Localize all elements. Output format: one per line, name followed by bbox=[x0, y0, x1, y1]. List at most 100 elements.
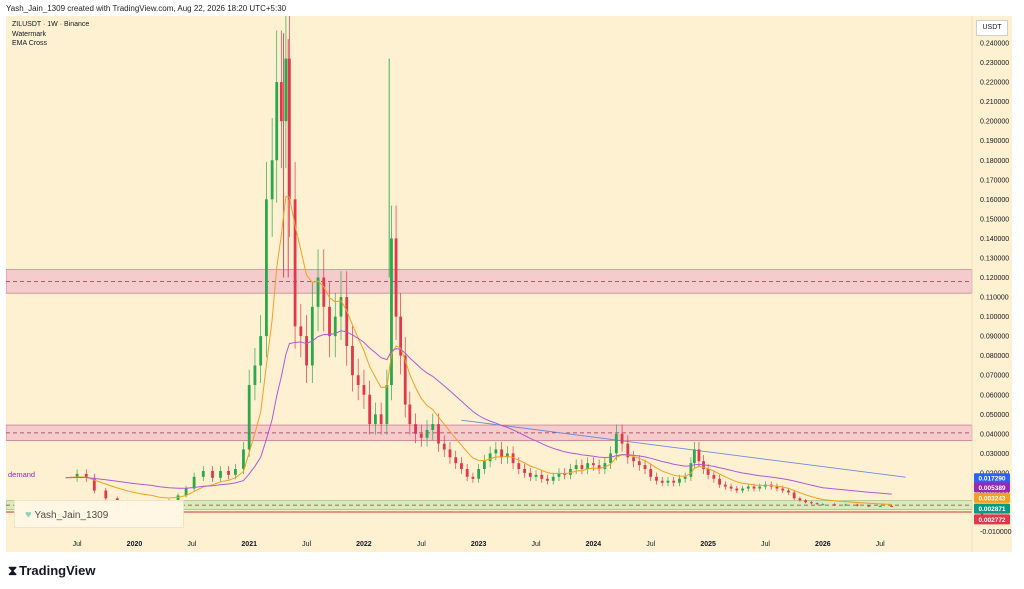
candle-body bbox=[878, 505, 882, 507]
candle-body bbox=[804, 500, 808, 503]
candle-body bbox=[419, 433, 423, 438]
candle-body bbox=[534, 474, 538, 477]
candle-body bbox=[775, 486, 779, 489]
candle-body bbox=[115, 498, 119, 502]
candle-body bbox=[580, 465, 584, 470]
candle-body bbox=[333, 316, 337, 337]
tv-logo-icon: ⧗ bbox=[8, 563, 17, 578]
candle-body bbox=[471, 476, 475, 479]
candle-body bbox=[488, 453, 492, 462]
price-tick-label: 0.090000 bbox=[980, 334, 1009, 341]
price-tick-label: 0.160000 bbox=[980, 197, 1009, 204]
price-labels: 0.017290 0.005389 0.003243 0.002871 0.002772 bbox=[974, 473, 1010, 525]
candle-body bbox=[890, 505, 894, 507]
price-tick-label: 0.040000 bbox=[980, 431, 1009, 438]
candle-body bbox=[442, 443, 446, 450]
tradingview-logo[interactable]: ⧗ TradingView bbox=[8, 563, 95, 579]
time-tick-label: Jul bbox=[73, 541, 82, 548]
candle-body bbox=[666, 480, 670, 483]
candle-body bbox=[403, 355, 407, 405]
candle-body bbox=[712, 474, 716, 479]
candle-body bbox=[528, 472, 532, 477]
brand-name: TradingView bbox=[19, 563, 96, 578]
candle-body bbox=[322, 277, 326, 307]
price-chart[interactable]: 0.240000 0.230000 0.220000 0.210000 0.200000… bbox=[5, 4, 1012, 552]
price-tick-label: 0.070000 bbox=[980, 373, 1009, 380]
candle-body bbox=[832, 504, 836, 506]
candle-body bbox=[339, 297, 343, 317]
price-tick-label: 0.180000 bbox=[980, 158, 1009, 165]
price-tick-label: 0.170000 bbox=[980, 177, 1009, 184]
candle-body bbox=[414, 424, 417, 434]
candle-body bbox=[758, 486, 762, 489]
legend-ema-cross[interactable]: EMA Cross bbox=[12, 40, 48, 47]
price-tick-label: 0.060000 bbox=[980, 392, 1009, 399]
candle-body bbox=[672, 480, 676, 483]
candle-body bbox=[431, 424, 435, 430]
candle-body bbox=[655, 476, 658, 481]
candle-body bbox=[591, 463, 595, 466]
candle-body bbox=[293, 199, 297, 327]
candle-body bbox=[649, 469, 653, 477]
candle-body bbox=[632, 457, 635, 462]
price-tick-label: 0.210000 bbox=[980, 99, 1009, 106]
price-label-value: 0.017290 bbox=[978, 476, 1005, 483]
candle-body bbox=[242, 449, 245, 470]
candle-body bbox=[287, 58, 291, 200]
time-tick-label: 2023 bbox=[471, 541, 487, 548]
time-tick-label: 2020 bbox=[127, 541, 143, 548]
candle-body bbox=[284, 58, 288, 122]
candle-body bbox=[275, 82, 279, 161]
candle-body bbox=[569, 469, 572, 475]
time-tick-label: Jul bbox=[761, 541, 770, 548]
candle-body bbox=[477, 469, 481, 479]
candle-body bbox=[84, 473, 88, 478]
chart-credit: Yash_Jain_1309 created with TradingView.… bbox=[6, 4, 287, 13]
candle-body bbox=[603, 463, 607, 470]
price-tick-label: 0.100000 bbox=[980, 314, 1009, 321]
currency-button[interactable]: USDT bbox=[976, 20, 1008, 36]
candle-body bbox=[551, 476, 555, 481]
price-tick-label: 0.130000 bbox=[980, 255, 1009, 262]
legend-symbol[interactable]: ZILUSDT · 1W · Binance bbox=[12, 21, 90, 28]
watermark-text: Yash_Jain_1309 bbox=[34, 510, 109, 521]
candle-body bbox=[511, 453, 515, 464]
candle-body bbox=[620, 433, 624, 444]
candle-body bbox=[184, 488, 188, 496]
candle-body bbox=[390, 238, 393, 385]
price-tick-label: 0.230000 bbox=[980, 60, 1009, 67]
candle-body bbox=[234, 469, 237, 475]
candle-body bbox=[394, 238, 398, 317]
time-tick-label: 2025 bbox=[700, 541, 716, 548]
candle-body bbox=[792, 492, 796, 499]
price-axis: 0.240000 0.230000 0.220000 0.210000 0.200000… bbox=[971, 16, 1012, 552]
candle-body bbox=[374, 414, 377, 425]
chart-area[interactable]: 0.240000 0.230000 0.220000 0.210000 0.200000… bbox=[5, 4, 1012, 552]
candle-body bbox=[448, 449, 452, 458]
ema-slow-line bbox=[65, 330, 892, 495]
candle-body bbox=[683, 476, 687, 479]
price-tick-label: 0.240000 bbox=[980, 41, 1009, 48]
candle-body bbox=[265, 199, 268, 337]
price-label-box bbox=[974, 514, 1010, 525]
time-tick-label: Jul bbox=[417, 541, 426, 548]
legend-watermark[interactable]: Watermark bbox=[12, 30, 46, 38]
candle-body bbox=[437, 424, 440, 444]
price-label-value: 0.005389 bbox=[978, 485, 1005, 492]
price-label-value: 0.003243 bbox=[978, 495, 1005, 502]
time-tick-label: 2022 bbox=[356, 541, 372, 548]
time-axis: Jul 2020 Jul 2021 Jul 2022 Jul 2023 Jul 2024 Jul 20… bbox=[73, 541, 886, 548]
candle-body bbox=[460, 463, 463, 470]
price-tick-label: -0.010000 bbox=[980, 529, 1012, 536]
candle-body bbox=[310, 306, 314, 366]
candle-body bbox=[211, 470, 214, 478]
price-label-box bbox=[974, 482, 1010, 493]
candle-body bbox=[523, 469, 526, 473]
heart-icon: ♥ bbox=[25, 509, 32, 521]
candle-body bbox=[844, 504, 848, 506]
candle-body bbox=[586, 463, 590, 470]
price-tick-label: 0.150000 bbox=[980, 216, 1009, 223]
candle-body bbox=[660, 480, 664, 483]
candle-body bbox=[821, 504, 825, 506]
candle-body bbox=[798, 498, 802, 501]
